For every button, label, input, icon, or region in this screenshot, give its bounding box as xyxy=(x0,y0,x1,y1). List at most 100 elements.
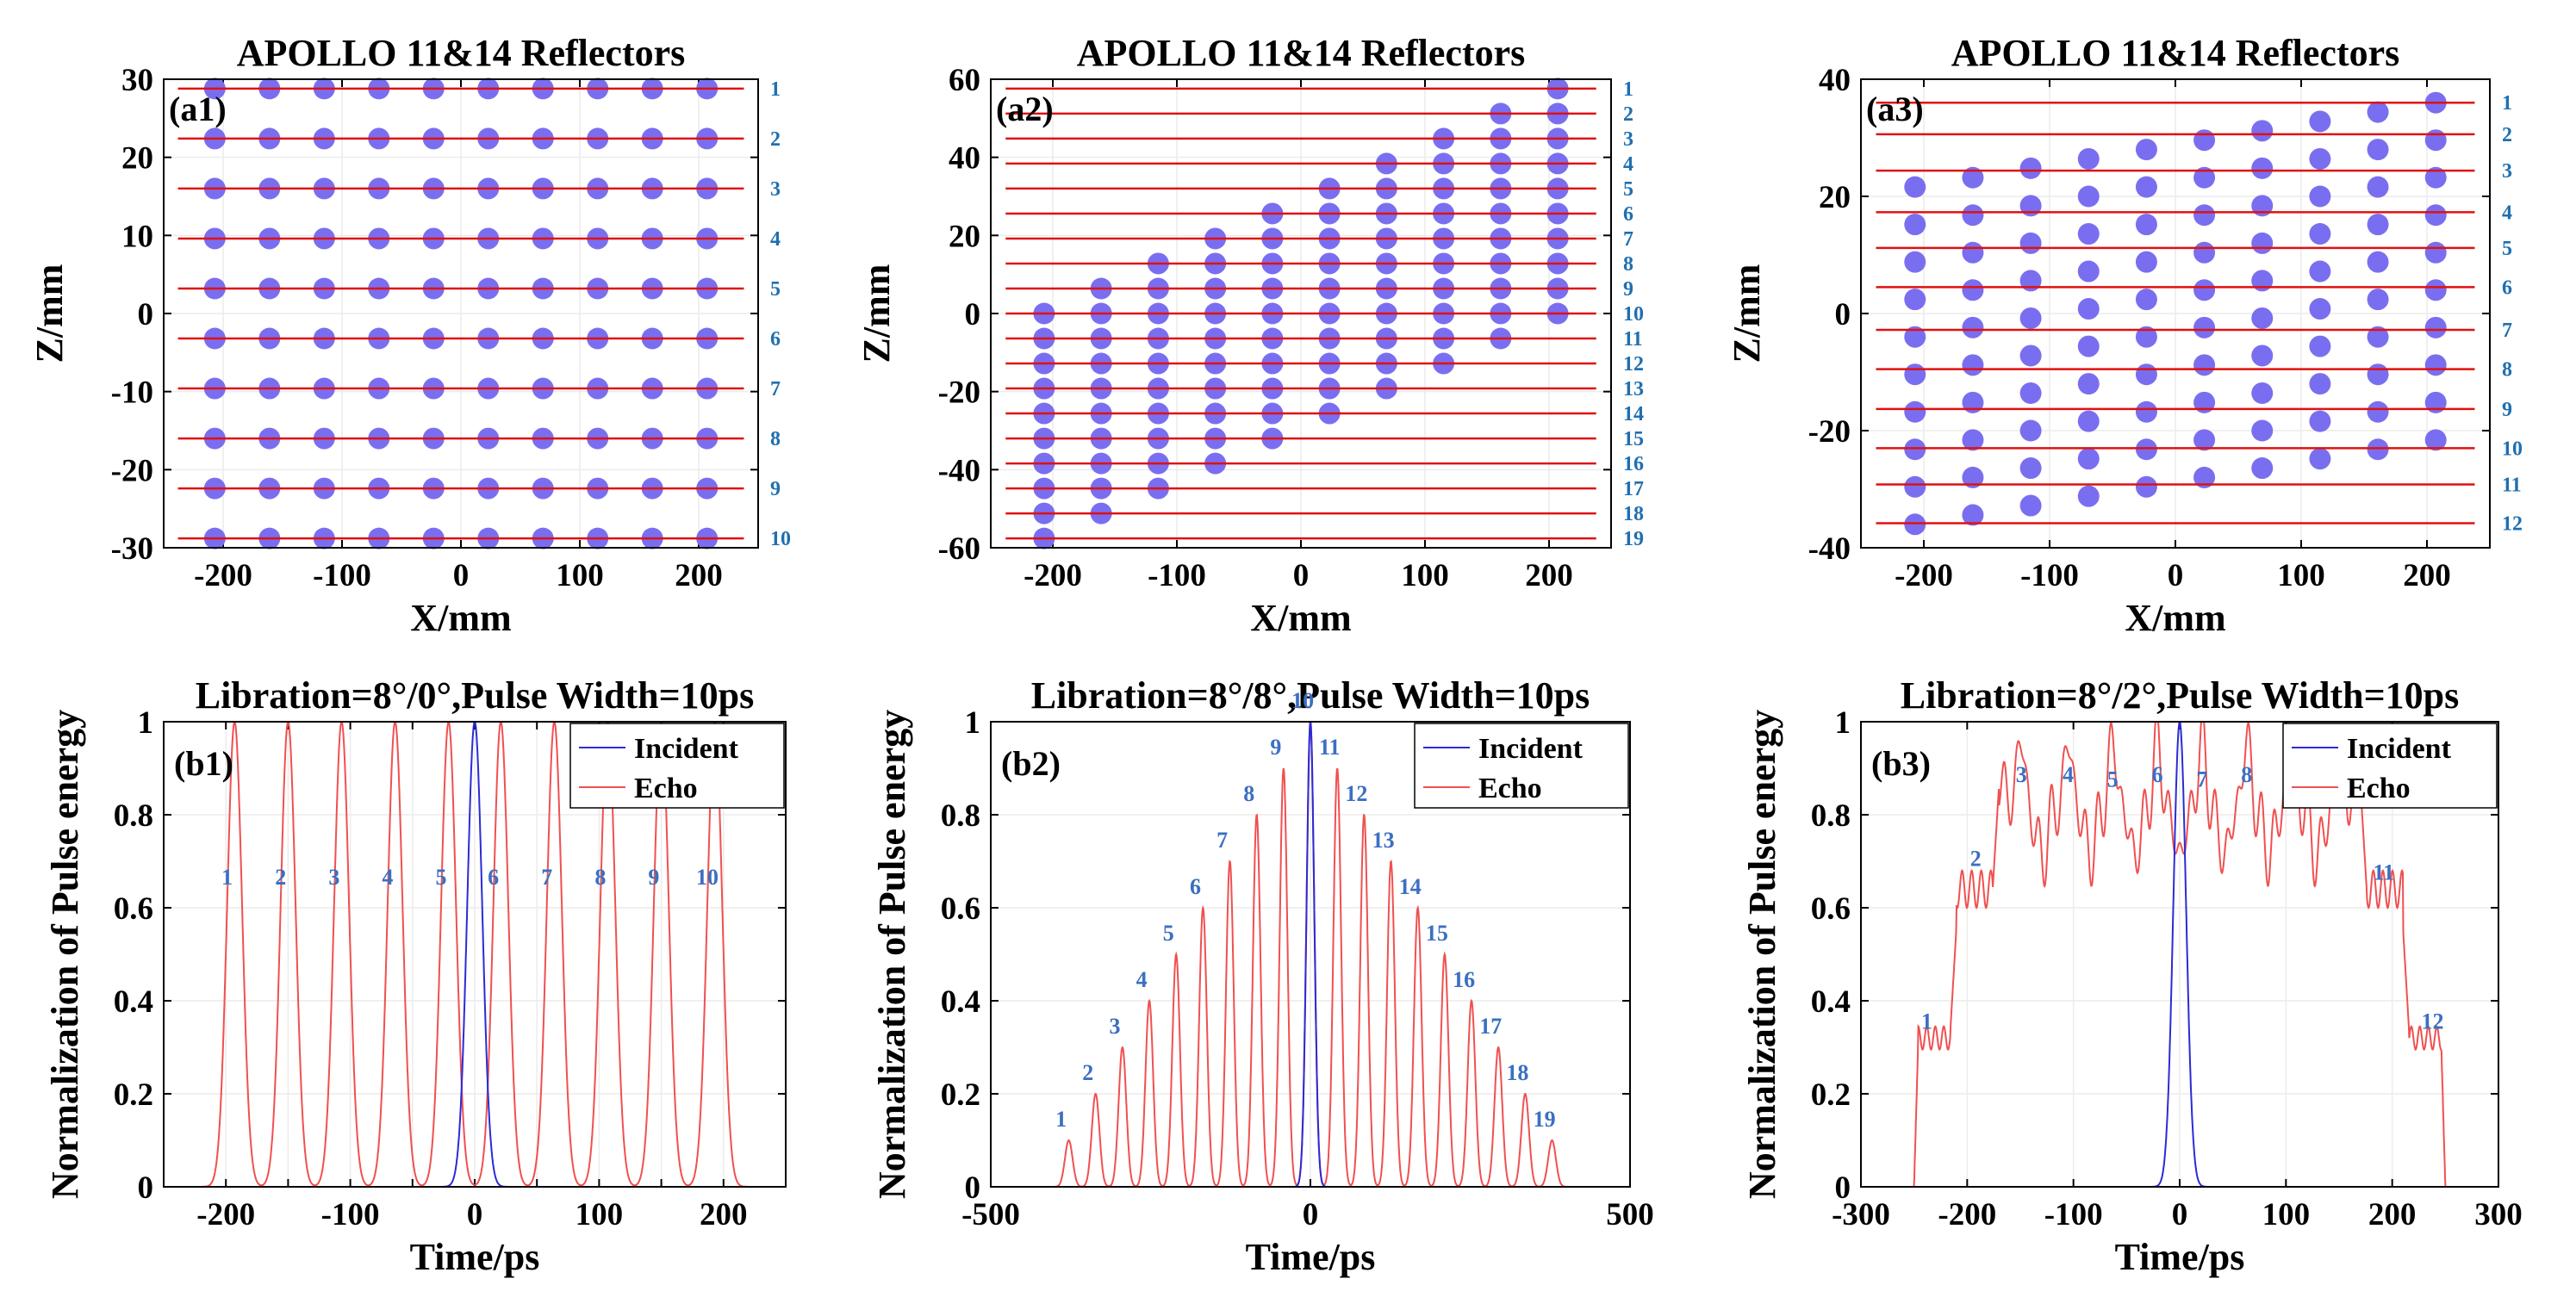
y-tick-label: 0 xyxy=(1835,297,1851,332)
reflector-point xyxy=(2077,147,2100,170)
panel-b1-pulse-energy: -200 -100 0 100 200 0 0.2 0.4 0.6 0.8 1 Libration=8… xyxy=(44,674,787,1278)
reflector-point xyxy=(2077,448,2100,470)
y-tick-label: 60 xyxy=(949,63,980,98)
row-line-label: 6 xyxy=(2502,276,2512,299)
legend-incident-label: Incident xyxy=(2347,733,2452,765)
peak-label: 14 xyxy=(1399,874,1422,899)
reflector-point xyxy=(2424,391,2447,413)
reflector-point xyxy=(2251,345,2274,367)
reflector-point xyxy=(2135,438,2157,461)
chart-title: APOLLO 11&14 Reflectors xyxy=(1077,32,1526,74)
reflector-point xyxy=(2193,279,2216,301)
reflector-point xyxy=(2251,419,2274,442)
y-axis-label: Z/mm xyxy=(856,264,898,363)
row-line-label: 7 xyxy=(2502,320,2512,342)
row-line-label: 10 xyxy=(2502,438,2523,460)
x-tick-label: 0 xyxy=(2172,1197,2188,1232)
row-line-label: 14 xyxy=(1623,403,1644,425)
reflector-point xyxy=(2193,204,2216,227)
peak-label: 1 xyxy=(1055,1107,1067,1132)
row-line-label: 2 xyxy=(2502,124,2512,146)
y-axis-label: Normalization of Pulse energy xyxy=(1741,710,1783,1199)
reflector-point xyxy=(1904,438,1926,461)
reflector-point xyxy=(1904,326,1926,348)
x-axis-label: X/mm xyxy=(1250,597,1351,639)
row-line-label: 2 xyxy=(1623,103,1633,126)
peak-label: 2 xyxy=(1970,846,1982,871)
y-axis-label: Normalization of Pulse energy xyxy=(871,710,913,1199)
legend-box xyxy=(2282,723,2498,809)
reflector-point xyxy=(2251,307,2274,329)
row-line-label: 8 xyxy=(770,428,781,450)
panel-label: (a1) xyxy=(169,90,227,128)
x-tick-label: 0 xyxy=(1303,1197,1319,1232)
peak-label: 8 xyxy=(594,865,606,890)
peak-label: 5 xyxy=(436,865,447,890)
reflector-point xyxy=(2135,400,2157,423)
reflector-point xyxy=(2019,382,2042,404)
axes-frame xyxy=(1860,78,2491,549)
peak-label: 8 xyxy=(2241,762,2252,787)
reflector-point xyxy=(2077,335,2100,357)
x-tick-label: 100 xyxy=(2262,1197,2311,1232)
reflector-point xyxy=(1904,289,1926,311)
peak-label: 3 xyxy=(2016,762,2027,787)
reflector-point xyxy=(2077,373,2100,395)
y-tick-label: -40 xyxy=(1808,531,1851,567)
y-tick-label: 0.8 xyxy=(941,798,980,834)
peak-label: 17 xyxy=(1479,1014,1502,1039)
row-line-label: 12 xyxy=(1623,353,1644,376)
panel-b2-pulse-energy: -500 0 50000.20.40.60.81Libration=8°/8°,Pu… xyxy=(871,674,1654,1278)
row-line-label: 7 xyxy=(1623,228,1633,251)
row-line-label: 5 xyxy=(1623,178,1633,201)
peak-label: 5 xyxy=(2107,767,2119,792)
reflector-point xyxy=(2367,438,2389,461)
reflector-point xyxy=(1904,513,1926,536)
peak-label: 2 xyxy=(1082,1060,1093,1085)
chart-title: APOLLO 11&14 Reflectors xyxy=(237,32,686,74)
x-tick-label: 0 xyxy=(453,558,470,593)
reflector-point xyxy=(2193,241,2216,264)
reflector-point xyxy=(2251,270,2274,292)
reflector-point xyxy=(2367,139,2389,161)
peak-label: 18 xyxy=(1506,1060,1528,1085)
reflector-point xyxy=(2251,457,2274,480)
reflector-point xyxy=(1962,504,1984,526)
reflector-point xyxy=(2193,354,2216,376)
row-line-label: 3 xyxy=(1623,128,1633,151)
reflector-point xyxy=(2309,298,2331,320)
y-tick-label: 0.6 xyxy=(114,891,153,927)
row-line-label: 8 xyxy=(1623,253,1633,276)
peak-label: 4 xyxy=(382,865,393,890)
y-tick-label: 20 xyxy=(1819,180,1851,215)
axes-frame xyxy=(163,78,759,549)
reflector-point xyxy=(2424,129,2447,152)
reflector-point xyxy=(2309,147,2331,170)
y-tick-label: 0.2 xyxy=(114,1077,153,1113)
x-tick-label: 100 xyxy=(2277,558,2325,593)
reflector-point xyxy=(1962,429,1984,451)
panel-label: (b2) xyxy=(1001,744,1061,783)
row-line-label: 17 xyxy=(1623,478,1644,500)
legend-echo-label: Echo xyxy=(2347,773,2411,804)
reflector-point xyxy=(2019,345,2042,367)
row-line-label: 1 xyxy=(770,78,781,101)
row-line-label: 16 xyxy=(1623,453,1644,475)
peak-label: 13 xyxy=(1372,828,1395,853)
reflector-point xyxy=(1962,166,1984,189)
reflector-point xyxy=(2019,494,2042,517)
y-tick-label: -60 xyxy=(938,531,980,567)
reflector-point xyxy=(2135,176,2157,198)
y-tick-label: 40 xyxy=(949,141,980,177)
row-line-label: 15 xyxy=(1623,428,1644,450)
reflector-point xyxy=(1962,241,1984,264)
y-tick-label: 0 xyxy=(138,1170,154,1206)
reflector-point xyxy=(2019,270,2042,292)
reflector-point xyxy=(1962,391,1984,413)
row-line-label: 11 xyxy=(2502,475,2522,497)
x-axis-label: Time/ps xyxy=(1246,1236,1376,1278)
row-line-label: 1 xyxy=(2502,92,2512,115)
reflector-point xyxy=(1962,316,1984,338)
